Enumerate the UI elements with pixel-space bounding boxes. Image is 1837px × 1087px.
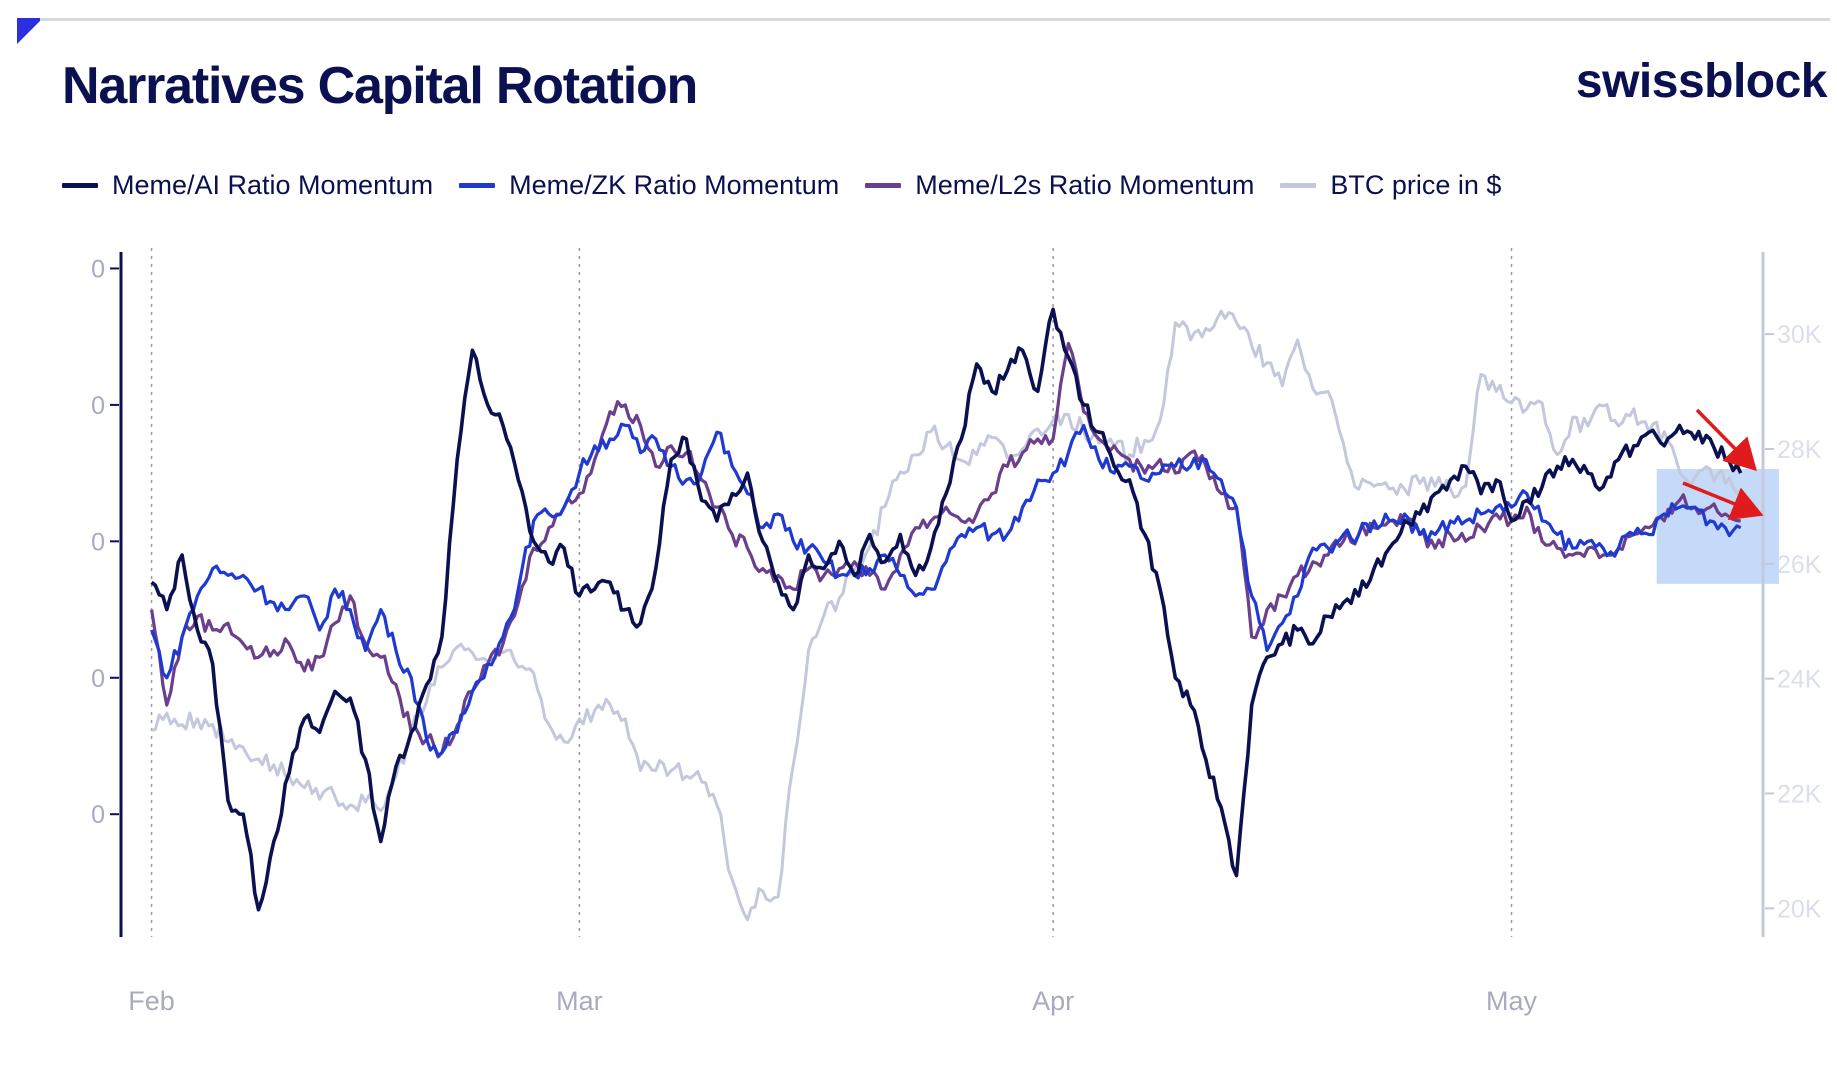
legend-swatch-meme-zk [459,183,496,188]
series-line-meme-ai-ratio-momentum [150,307,1743,912]
legend-label-meme-zk: Meme/ZK Ratio Momentum [509,170,840,200]
chart-title: Narratives Capital Rotation [62,57,698,115]
left-axis-tick-label: 0 [91,665,105,693]
series-line-btc-price-in [151,309,1742,922]
series-line-meme-zk-ratio-momentum [150,422,1742,757]
x-axis-tick-label: Feb [128,986,175,1016]
annotation-arrow-lower [1682,481,1764,521]
right-axis-tick-label: 28K [1777,436,1822,464]
right-axis-tick-label: 24K [1777,666,1822,694]
x-axis-tick-label: Mar [556,986,603,1016]
legend-swatch-btc-price [1280,183,1317,188]
left-axis-tick-label: 0 [91,392,105,420]
left-axis-tick-label: 0 [91,255,105,283]
brand-logo: swissblock [1575,55,1828,108]
series-line-meme-l2s-ratio-momentum [150,341,1741,759]
left-axis-tick-label: 0 [91,801,105,829]
legend-item-meme-l2s[interactable]: Meme/L2s Ratio Momentum [865,170,1254,201]
right-axis-tick-label: 22K [1777,780,1822,808]
legend-item-btc-price[interactable]: BTC price in $ [1280,170,1501,201]
legend-label-btc-price: BTC price in $ [1330,170,1502,200]
left-axis-tick-label: 0 [91,528,105,556]
legend-label-meme-l2s: Meme/L2s Ratio Momentum [915,170,1255,200]
right-axis-tick-label: 20K [1777,895,1822,923]
right-axis-tick-label: 26K [1777,551,1822,579]
legend-swatch-meme-l2s [865,183,902,188]
legend-swatch-meme-ai [62,183,98,188]
legend-item-meme-zk[interactable]: Meme/ZK Ratio Momentum [459,170,839,201]
legend: Meme/AI Ratio Momentum Meme/ZK Ratio Mom… [62,170,1501,201]
legend-label-meme-ai: Meme/AI Ratio Momentum [112,170,434,200]
corner-accent [17,18,43,44]
x-axis-tick-label: Apr [1032,986,1074,1016]
top-divider [40,18,1830,21]
legend-item-meme-ai[interactable]: Meme/AI Ratio Momentum [62,170,433,201]
right-axis-tick-label: 30K [1777,321,1822,349]
x-axis-tick-label: May [1486,986,1538,1016]
annotation-arrow-upper [1695,408,1757,471]
